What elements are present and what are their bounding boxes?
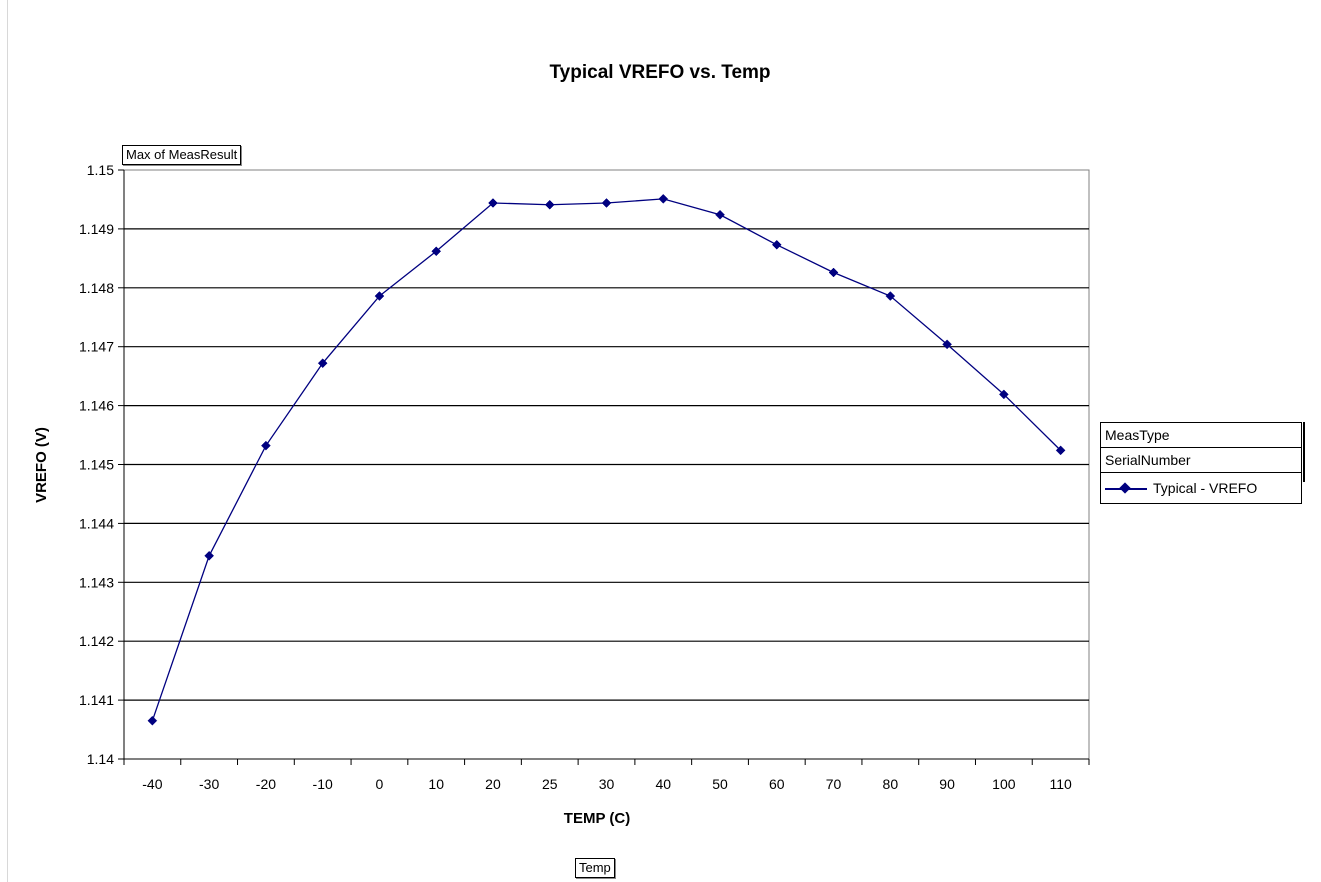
y-tick-label: 1.142: [79, 633, 114, 649]
x-tick-label: -20: [256, 776, 276, 792]
data-point[interactable]: [261, 440, 271, 451]
x-tick-label: 30: [599, 776, 615, 792]
x-tick-label: 20: [485, 776, 501, 792]
x-tick-label: 50: [712, 776, 728, 792]
data-field-button[interactable]: Max of MeasResult: [122, 145, 242, 165]
x-tick-label: 90: [939, 776, 955, 792]
gridlines: [124, 228, 1089, 701]
y-tick-label: 1.147: [79, 339, 114, 355]
data-point[interactable]: [1055, 445, 1066, 456]
x-tick-label: 80: [883, 776, 899, 792]
data-point[interactable]: [374, 291, 385, 301]
x-tick-label: -30: [199, 776, 219, 792]
x-axis: -40 -30 -20 -10 0 10 20 25 30 40 50 60 70 80 90 100 110: [123, 758, 1090, 792]
data-point[interactable]: [431, 246, 442, 257]
x-tick-label: 25: [542, 776, 558, 792]
y-tick-label: 1.146: [79, 398, 114, 414]
x-tick-label: 40: [655, 776, 671, 792]
y-tick-label: 1.14: [87, 751, 114, 767]
x-tick-label: 60: [769, 776, 785, 792]
data-point[interactable]: [885, 291, 896, 301]
data-point[interactable]: [715, 209, 725, 220]
x-tick-label: -40: [142, 776, 162, 792]
series-field-meastype[interactable]: MeasType: [1101, 423, 1301, 448]
data-point[interactable]: [828, 267, 839, 278]
page-left-rule: [7, 0, 8, 882]
x-axis-title: TEMP (C): [564, 810, 630, 827]
data-point[interactable]: [998, 389, 1009, 400]
data-point[interactable]: [658, 194, 669, 204]
x-tick-label: -10: [313, 776, 333, 792]
y-tick-label: 1.15: [87, 162, 114, 178]
category-field-button[interactable]: Temp: [575, 858, 615, 878]
x-tick-label: 0: [376, 776, 384, 792]
data-point[interactable]: [317, 358, 328, 369]
series-field-serialnumber[interactable]: SerialNumber: [1101, 448, 1301, 473]
legend: MeasType SerialNumber Typical - VREFO: [1100, 422, 1305, 504]
x-tick-label: 70: [826, 776, 842, 792]
data-point[interactable]: [942, 339, 952, 350]
chart-title: Typical VREFO vs. Temp: [549, 62, 770, 83]
y-tick-label: 1.143: [79, 574, 114, 590]
data-point[interactable]: [544, 199, 555, 210]
data-point[interactable]: [204, 550, 215, 561]
legend-edge: [1303, 422, 1305, 482]
data-point[interactable]: [771, 239, 782, 250]
series-typical-vrefo: [147, 194, 1066, 726]
y-tick-label: 1.144: [79, 515, 114, 531]
legend-entry-typical-vrefo[interactable]: Typical - VREFO: [1101, 473, 1301, 503]
x-tick-label: 100: [992, 776, 1016, 792]
y-tick-label: 1.141: [79, 692, 114, 708]
x-tick-label: 110: [1049, 776, 1072, 792]
y-axis-title: VREFO (V): [33, 427, 50, 503]
data-point[interactable]: [488, 198, 498, 208]
x-tick-label: 10: [428, 776, 444, 792]
y-axis: 1.14 1.141 1.142 1.143 1.144 1.145 1.146 1.147 1…: [79, 162, 125, 767]
data-point[interactable]: [601, 198, 612, 208]
y-tick-label: 1.145: [79, 457, 114, 473]
y-tick-label: 1.149: [79, 221, 114, 237]
legend-label: Typical - VREFO: [1153, 480, 1258, 496]
data-point[interactable]: [147, 715, 158, 726]
legend-line-diamond-icon: [1105, 482, 1147, 495]
y-tick-label: 1.148: [79, 280, 114, 296]
